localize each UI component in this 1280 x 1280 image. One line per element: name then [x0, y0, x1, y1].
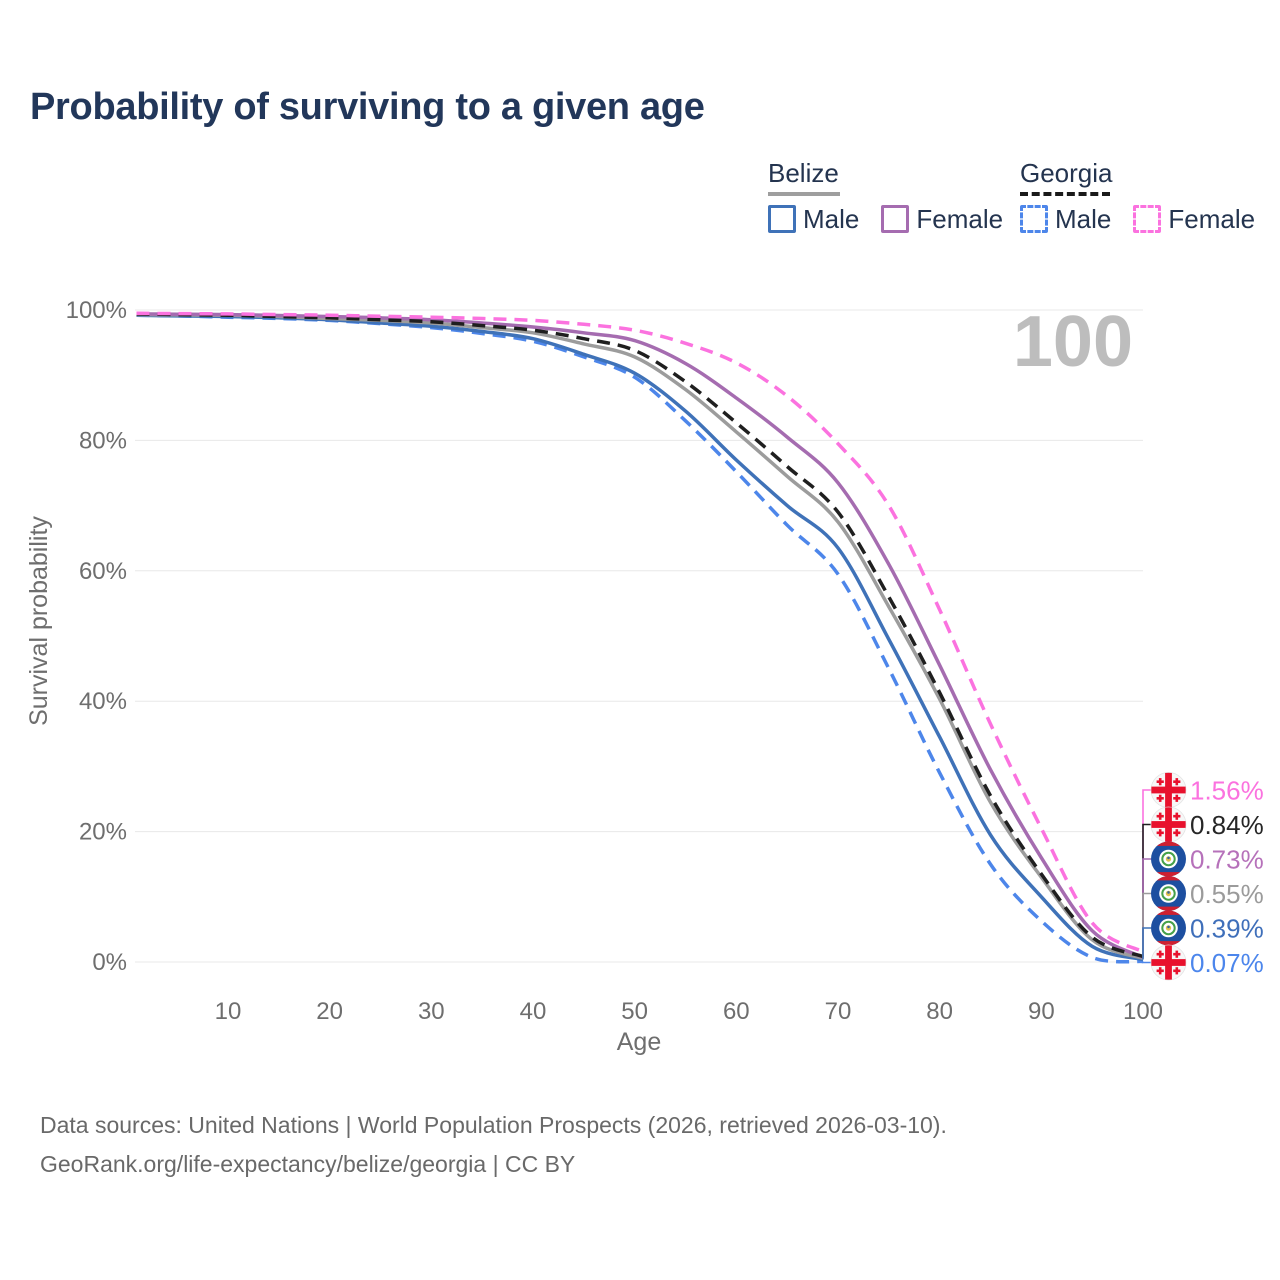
end-value-label-belize-female: 0.73%	[1190, 845, 1264, 875]
georgia-total-line-swatch	[1020, 192, 1110, 196]
end-connector-belize-total	[1142, 892, 1151, 959]
belize-female-swatch	[881, 205, 910, 233]
legend-label-belize-female: Female	[916, 204, 1004, 234]
y-tick-label: 20%	[79, 819, 127, 846]
x-tick-label: 70	[825, 998, 852, 1025]
end-value-label-georgia-female: 1.56%	[1190, 776, 1264, 806]
curve-georgia-female	[136, 311, 1144, 954]
y-tick-label: 0%	[92, 949, 127, 976]
georgia-male-swatch	[1020, 205, 1048, 233]
georgia-flag-icon	[1150, 772, 1187, 808]
end-value-label-belize-total: 0.55%	[1190, 879, 1264, 909]
legend-label-georgia-male: Male	[1055, 204, 1112, 234]
legend-label-georgia-female: Female	[1168, 204, 1256, 234]
legend-item-belize-female[interactable]: Female	[881, 205, 1003, 233]
curve-belize-total	[136, 312, 1144, 961]
legend-header-belize[interactable]: Belize	[768, 158, 839, 188]
end-value-label-belize-male: 0.39%	[1190, 914, 1264, 944]
hover-age-indicator: 100	[1013, 302, 1133, 382]
y-tick-label: 100%	[66, 297, 127, 324]
footer: Data sources: United Nations | World Pop…	[40, 1106, 947, 1184]
y-tick-label: 40%	[79, 688, 127, 715]
x-tick-label: 20	[316, 998, 343, 1025]
belize-flag-icon	[1151, 876, 1186, 911]
curve-georgia-male	[136, 313, 1144, 964]
georgia-female-swatch	[1133, 205, 1162, 233]
y-tick-label: 60%	[79, 558, 127, 585]
belize-flag-icon	[1151, 841, 1186, 877]
end-connector-georgia-total	[1142, 823, 1151, 957]
georgia-flag-icon	[1150, 806, 1187, 843]
x-tick-label: 90	[1028, 998, 1055, 1025]
x-tick-label: 40	[520, 998, 547, 1025]
end-connector-belize-male	[1142, 927, 1151, 960]
georgia-flag-icon	[1150, 944, 1187, 981]
x-axis-title: Age	[617, 1028, 661, 1056]
footer-data-sources: Data sources: United Nations | World Pop…	[40, 1112, 947, 1138]
curve-belize-male	[136, 313, 1144, 962]
end-connector-belize-female	[1142, 858, 1151, 958]
x-tick-label: 100	[1123, 998, 1163, 1025]
curve-georgia-total	[136, 312, 1144, 959]
legend-header-georgia[interactable]: Georgia	[1020, 158, 1113, 188]
legend-group-belize: Belize Male Female	[768, 160, 1003, 233]
footer-attribution: GeoRank.org/life-expectancy/belize/georg…	[40, 1151, 576, 1178]
legend-group-georgia: Georgia Male Female	[1020, 160, 1255, 233]
legend-item-belize-male[interactable]: Male	[768, 205, 859, 233]
x-tick-label: 60	[723, 998, 750, 1025]
belize-male-swatch	[768, 205, 796, 233]
end-value-label-georgia-total: 0.84%	[1190, 810, 1264, 840]
x-tick-label: 30	[418, 998, 445, 1025]
curve-belize-female	[136, 312, 1144, 959]
end-value-label-georgia-male: 0.07%	[1190, 948, 1264, 978]
legend-label-belize-male: Male	[803, 204, 860, 234]
y-tick-label: 80%	[79, 427, 127, 454]
legend-item-georgia-male[interactable]: Male	[1020, 205, 1111, 233]
x-tick-label: 10	[215, 998, 242, 1025]
belize-flag-icon	[1151, 910, 1186, 946]
end-connector-georgia-male	[1142, 961, 1151, 964]
x-tick-label: 80	[926, 998, 953, 1025]
x-tick-label: 50	[621, 998, 648, 1025]
y-axis-title: Survival probability	[25, 516, 53, 726]
legend: Belize Male Female Georgia Male	[768, 160, 1255, 240]
belize-total-line-swatch	[768, 192, 840, 196]
page-title: Probability of surviving to a given age	[30, 86, 705, 128]
legend-item-georgia-female[interactable]: Female	[1133, 205, 1255, 233]
